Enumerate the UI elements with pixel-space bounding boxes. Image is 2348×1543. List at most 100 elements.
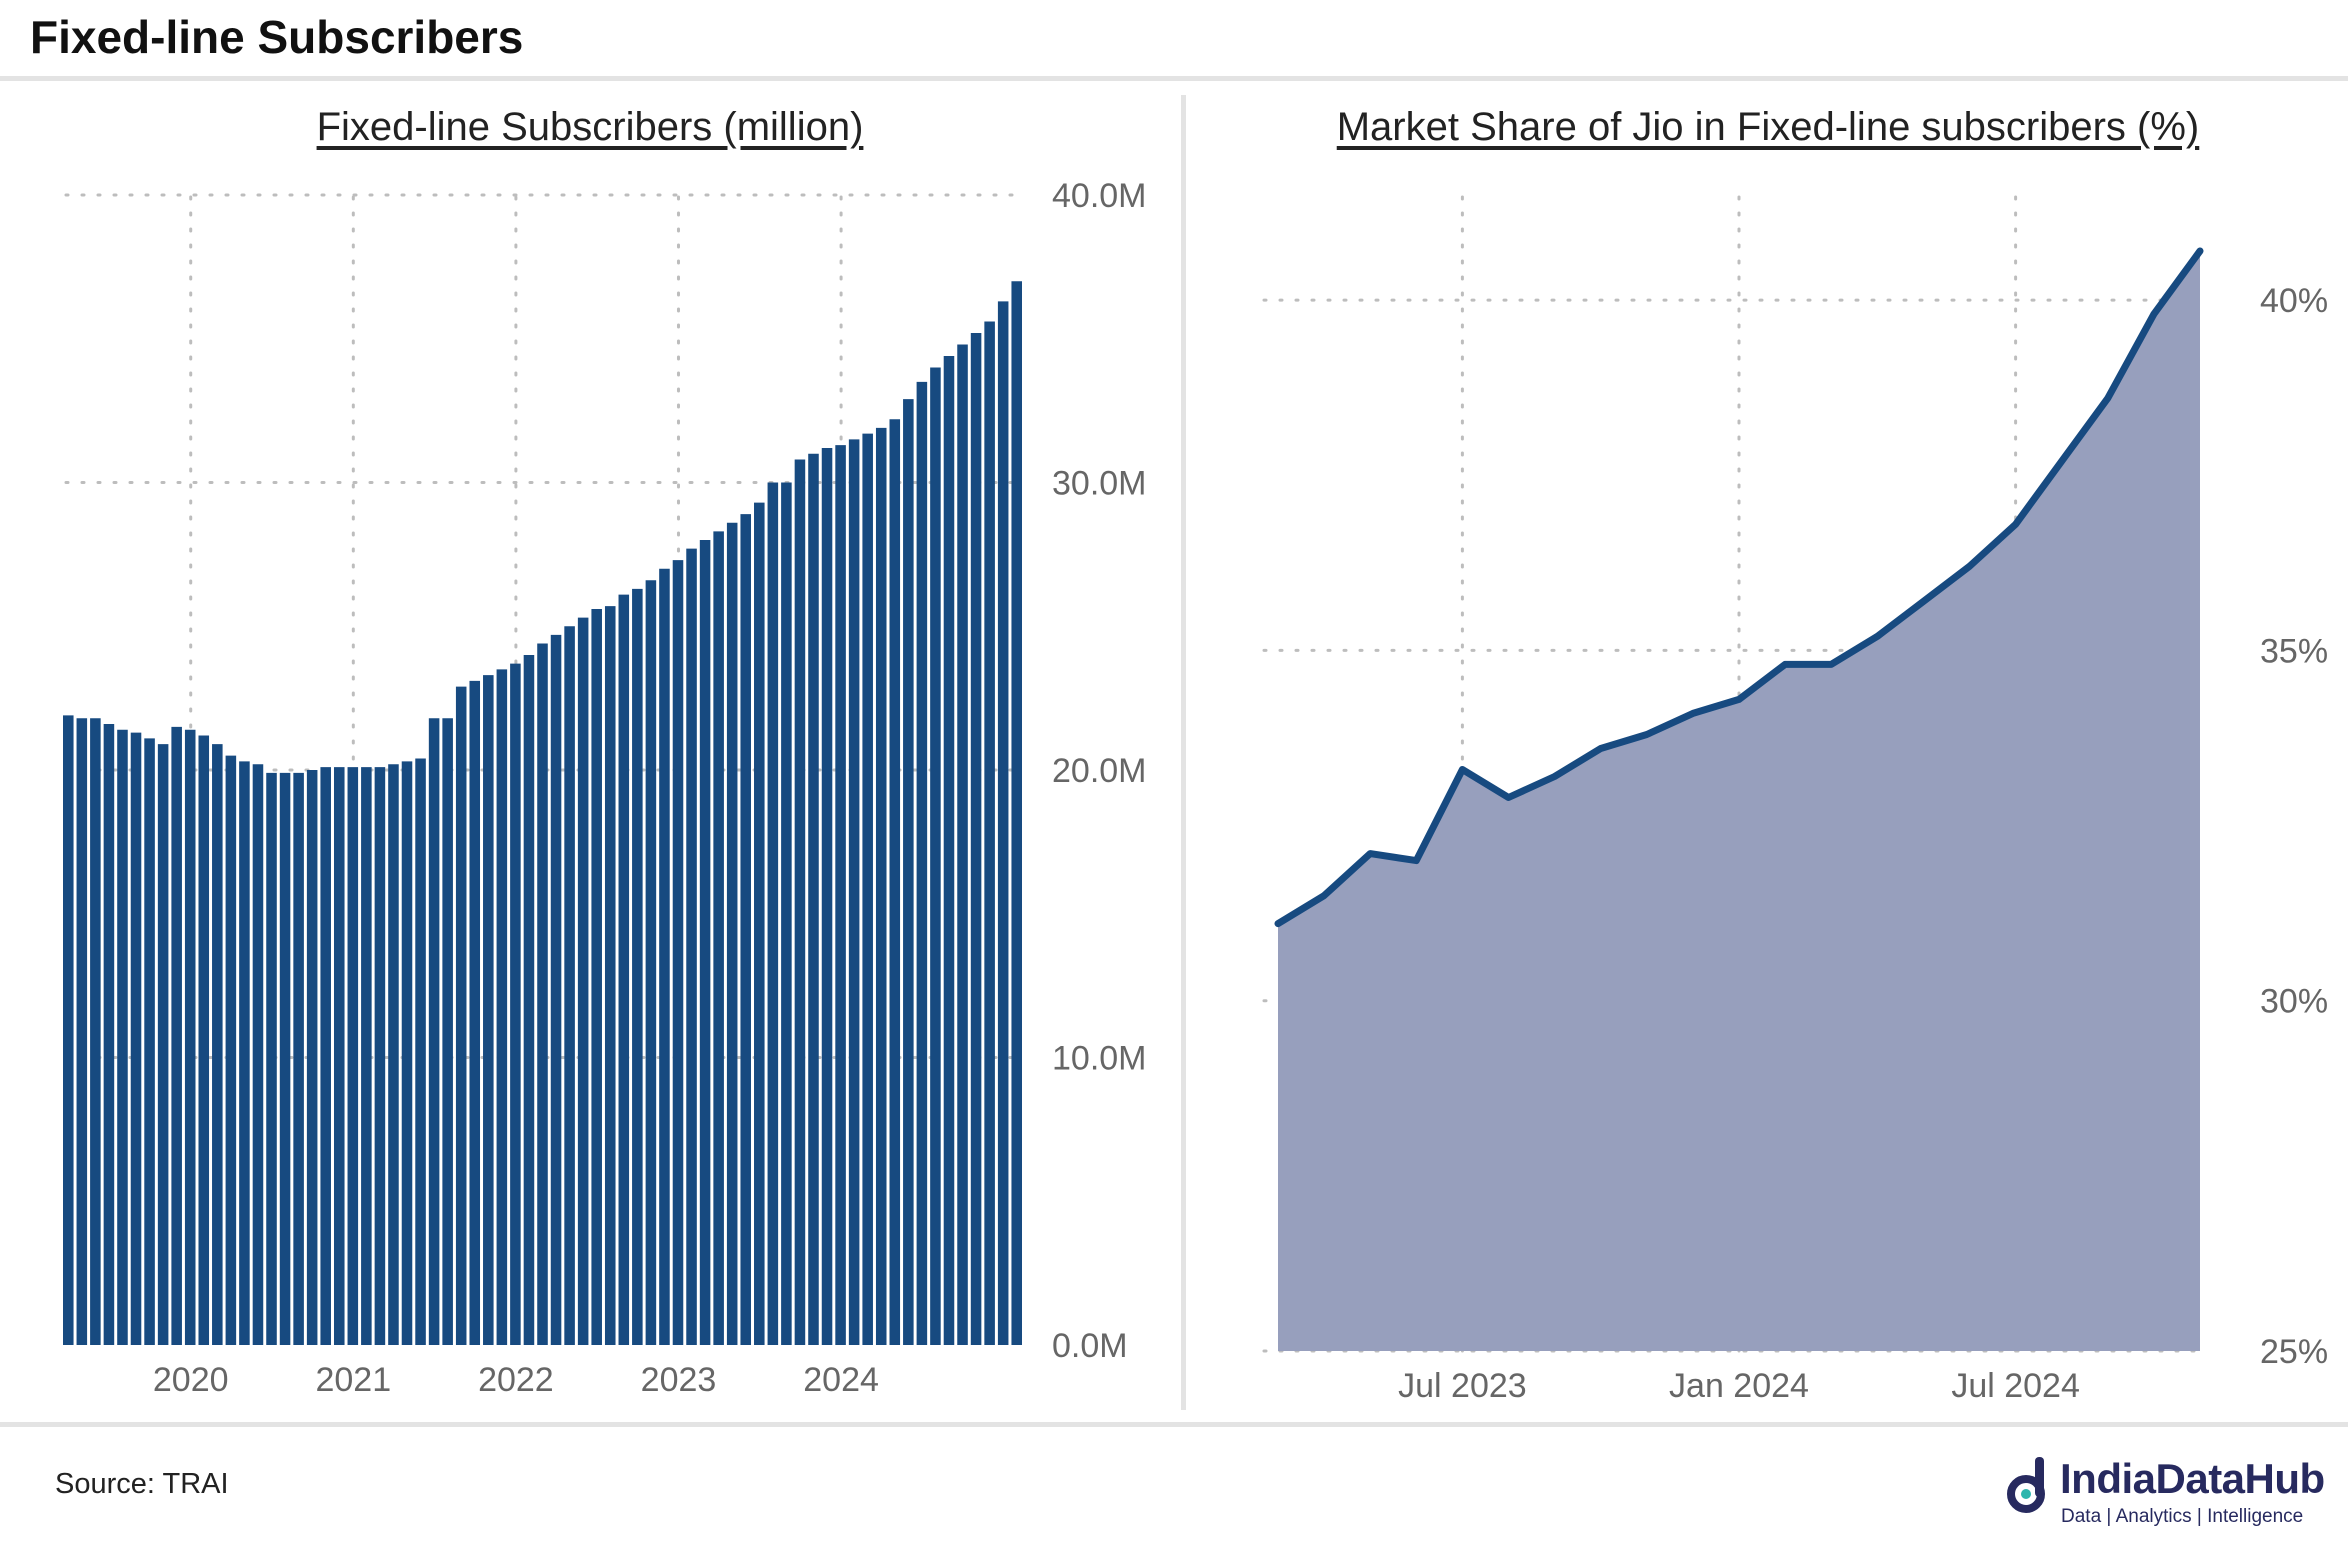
- y-tick-label: 25%: [2260, 1333, 2328, 1371]
- subscriber-bar: [103, 724, 115, 1345]
- subscriber-bar: [794, 459, 806, 1345]
- market-share-point: [2104, 395, 2111, 402]
- subscriber-bar: [564, 626, 575, 1345]
- logo-mark-icon: [2007, 1457, 2045, 1513]
- subscriber-bar: [618, 594, 630, 1345]
- y-tick-label: 35%: [2260, 632, 2328, 670]
- subscriber-bar: [645, 580, 657, 1345]
- subscriber-bar: [767, 482, 779, 1345]
- page-title: Fixed-line Subscribers: [30, 11, 524, 63]
- subscriber-bar: [591, 609, 602, 1345]
- subscriber-bar: [943, 356, 955, 1345]
- subscriber-bar: [875, 427, 887, 1345]
- market-share-point: [1551, 773, 1558, 780]
- subscriber-bar: [442, 718, 453, 1345]
- subscriber-bar: [76, 718, 88, 1345]
- market-share-point: [2150, 311, 2157, 318]
- subscriber-bar: [293, 772, 304, 1345]
- subscribers-chart-title: Fixed-line Subscribers (million): [316, 105, 864, 149]
- subscriber-bar: [916, 381, 928, 1345]
- x-tick-label: 2022: [478, 1361, 554, 1399]
- subscriber-bar: [171, 726, 182, 1345]
- subscriber-bar: [415, 758, 426, 1345]
- subscriber-bar: [374, 767, 386, 1345]
- subscriber-bar: [306, 770, 318, 1345]
- subscriber-bar: [266, 772, 277, 1345]
- market-share-point: [1689, 710, 1696, 717]
- subscriber-bar: [320, 767, 331, 1345]
- subscriber-bar: [754, 502, 765, 1345]
- market-share-point: [2197, 248, 2203, 255]
- subscriber-bar: [483, 675, 494, 1345]
- y-tick-label: 30.0M: [1052, 465, 1147, 503]
- y-tick-label: 0.0M: [1052, 1327, 1128, 1365]
- x-tick-label: 2020: [153, 1361, 229, 1399]
- subscriber-bar: [279, 772, 291, 1345]
- subscriber-bar: [144, 738, 155, 1345]
- market-share-point: [2058, 458, 2065, 465]
- x-tick-label: Jul 2024: [1951, 1367, 2080, 1405]
- subscriber-bar: [604, 606, 616, 1345]
- subscriber-bar: [740, 514, 752, 1345]
- y-tick-label: 20.0M: [1052, 752, 1147, 790]
- market-share-point: [1413, 857, 1420, 864]
- subscriber-bar: [889, 419, 901, 1345]
- subscriber-bar: [212, 744, 223, 1345]
- subscriber-bar: [930, 367, 941, 1345]
- market-share-point: [1459, 766, 1466, 773]
- subscriber-bar: [550, 634, 562, 1345]
- subscriber-bar: [713, 531, 724, 1345]
- subscriber-bar: [957, 344, 968, 1345]
- market-share-point: [1874, 633, 1881, 640]
- subscribers-bar-chart: 0.0M 10.0M 20.0M 30.0M 40.0M 2020 2021 2022 2023…: [63, 177, 1147, 1399]
- subscriber-bar: [686, 548, 697, 1345]
- market-share-point: [1920, 598, 1927, 605]
- market-share-point: [1597, 745, 1604, 752]
- logo-tagline: Data | Analytics | Intelligence: [2061, 1506, 2304, 1527]
- subscriber-bar: [347, 767, 359, 1345]
- subscriber-bar: [1011, 281, 1022, 1345]
- subscriber-bar: [428, 718, 440, 1345]
- market-share-point: [1736, 696, 1742, 703]
- x-tick-label: Jan 2024: [1669, 1367, 1809, 1405]
- bottom-divider: [0, 1422, 2348, 1427]
- subscriber-bar: [726, 522, 738, 1345]
- market-share-area-chart: 25% 30% 35% 40% Jul 2023 Jan 2024 Jul 2024: [1262, 195, 2328, 1405]
- y-tick-label: 30%: [2260, 983, 2328, 1021]
- market-share-point: [1321, 892, 1328, 899]
- subscriber-bar: [117, 729, 128, 1345]
- subscriber-bar: [903, 399, 914, 1345]
- market-share-point: [2012, 521, 2019, 528]
- subscriber-bar: [523, 655, 535, 1345]
- market-share-chart-panel: Market Share of Jio in Fixed-line subscr…: [1188, 95, 2348, 1415]
- subscriber-bar: [672, 560, 684, 1345]
- subscriber-bar: [333, 767, 345, 1345]
- subscriber-bar: [970, 333, 982, 1345]
- x-tick-label: 2021: [315, 1361, 391, 1399]
- market-share-point: [1643, 731, 1650, 738]
- y-tick-label: 10.0M: [1052, 1040, 1147, 1078]
- subscriber-bar: [699, 540, 711, 1345]
- subscriber-bar: [63, 715, 74, 1345]
- market-share-chart-title: Market Share of Jio in Fixed-line subscr…: [1336, 105, 2200, 149]
- market-share-point: [1966, 563, 1973, 570]
- subscriber-bar: [239, 761, 250, 1345]
- subscriber-bar: [862, 433, 873, 1345]
- source-note: Source: TRAI: [55, 1468, 229, 1500]
- subscriber-bar: [198, 735, 210, 1345]
- subscriber-bar: [632, 588, 643, 1345]
- subscriber-bar: [835, 445, 846, 1345]
- subscriber-bar: [808, 453, 819, 1345]
- x-tick-label: 2024: [803, 1361, 879, 1399]
- subscriber-bar: [821, 448, 833, 1345]
- subscriber-bar: [997, 301, 1009, 1345]
- y-tick-label: 40.0M: [1052, 177, 1147, 215]
- market-share-point: [1367, 850, 1374, 857]
- y-tick-label: 40%: [2260, 282, 2328, 320]
- market-share-point: [1275, 920, 1281, 927]
- subscriber-bar: [781, 482, 792, 1345]
- subscribers-chart-panel: Fixed-line Subscribers (million) 0.0M 10.…: [0, 95, 1180, 1415]
- market-share-area: [1278, 251, 2200, 1351]
- subscriber-bar: [90, 718, 101, 1345]
- subscriber-bar: [496, 669, 508, 1345]
